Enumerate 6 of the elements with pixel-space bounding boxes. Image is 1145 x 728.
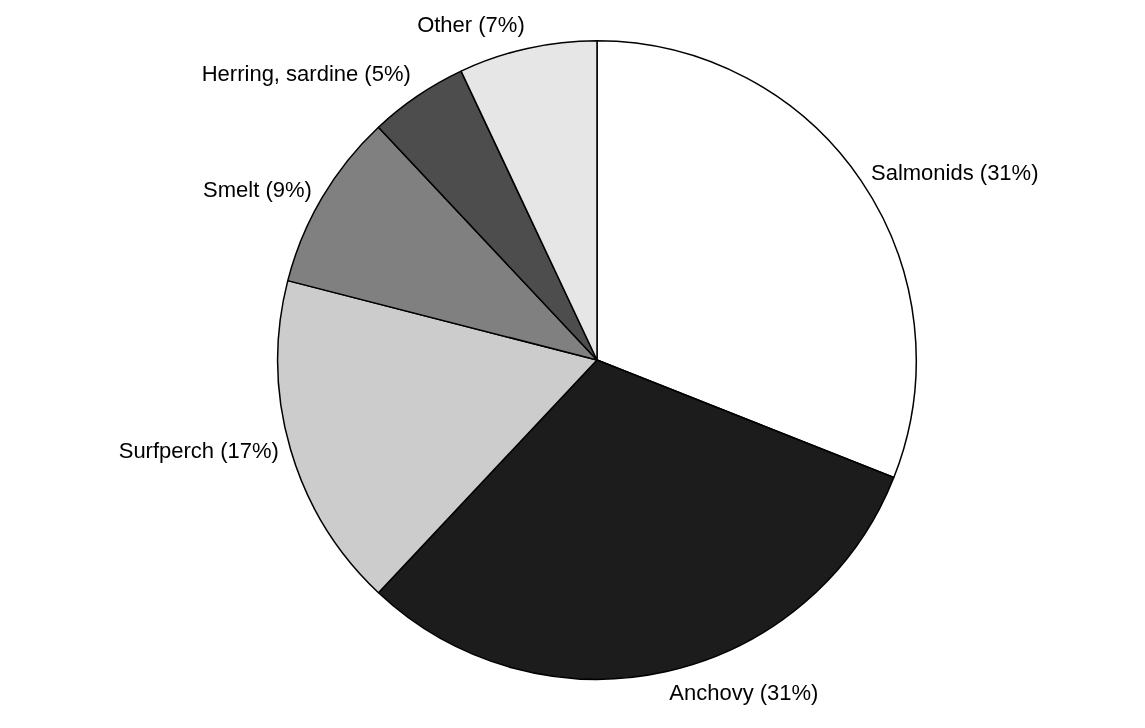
slice-label: Smelt (9%) bbox=[203, 177, 312, 203]
slice-label: Anchovy (31%) bbox=[669, 680, 819, 706]
slice-label: Surfperch (17%) bbox=[118, 438, 279, 464]
slice-label: Other (7%) bbox=[417, 11, 525, 37]
slice-label: Herring, sardine (5%) bbox=[201, 61, 411, 87]
slice-label: Salmonids (31%) bbox=[870, 159, 1039, 185]
